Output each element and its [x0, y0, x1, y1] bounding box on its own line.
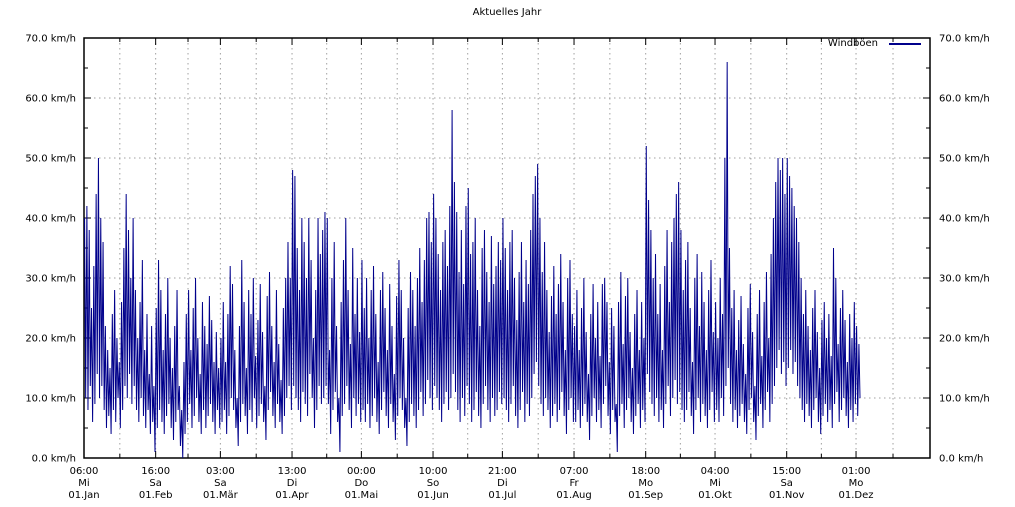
x-axis-tick-label-weekday: Do [354, 478, 368, 489]
legend-label: Windböen [827, 38, 878, 49]
x-axis-tick-label-time: 10:00 [419, 466, 448, 477]
plot-border [83, 37, 931, 459]
x-axis-tick-label-time: 21:00 [488, 466, 517, 477]
x-axis-tick-label-time: 04:00 [701, 466, 730, 477]
y-axis-tick-label-right: 20.0 km/h [939, 334, 990, 345]
x-axis-tick-label-time: 03:00 [206, 466, 235, 477]
x-axis-tick-label-time: 07:00 [560, 466, 589, 477]
chart-title: Aktuelles Jahr [472, 7, 542, 18]
y-axis-tick-label-left: 20.0 km/h [25, 334, 76, 345]
y-axis-tick-label-left: 40.0 km/h [25, 214, 76, 225]
y-axis-tick-label-left: 0.0 km/h [32, 454, 76, 465]
x-axis-tick-label-weekday: Di [287, 478, 297, 489]
x-axis-tick-label-date: 01.Aug [556, 490, 591, 501]
x-axis-tick-label-date: 01.Jun [417, 490, 449, 501]
y-axis-tick-label-left: 30.0 km/h [25, 274, 76, 285]
x-axis-tick-label-time: 00:00 [347, 466, 376, 477]
x-axis-tick-label-weekday: Mo [638, 478, 653, 489]
x-axis-tick-label-date: 01.Okt [698, 490, 732, 501]
x-axis-tick-label-date: 01.Mai [345, 490, 378, 501]
y-axis-tick-label-right: 0.0 km/h [939, 454, 983, 465]
y-axis-tick-label-right: 30.0 km/h [939, 274, 990, 285]
x-axis-tick-label-time: 18:00 [631, 466, 660, 477]
y-axis-tick-label-right: 60.0 km/h [939, 94, 990, 105]
x-axis-tick-label-date: 01.Apr [275, 490, 309, 501]
x-axis-tick-label-time: 13:00 [278, 466, 307, 477]
y-axis-tick-label-right: 10.0 km/h [939, 394, 990, 405]
y-axis-tick-label-left: 70.0 km/h [25, 34, 76, 45]
x-axis-tick-label-weekday: Fr [569, 478, 579, 489]
x-axis-tick-label-date: 01.Dez [839, 490, 874, 501]
legend-line-sample [889, 43, 921, 45]
x-axis-tick-label-date: 01.Feb [139, 490, 173, 501]
x-axis-tick-label-weekday: Sa [149, 478, 161, 489]
x-axis-tick-label-date: 01.Sep [628, 490, 663, 501]
x-axis-tick-label-weekday: Di [497, 478, 507, 489]
x-axis-tick-label-weekday: Mo [849, 478, 864, 489]
y-axis-tick-label-right: 50.0 km/h [939, 154, 990, 165]
x-axis-tick-label-weekday: Mi [709, 478, 720, 489]
x-axis-tick-label-date: 01.Jan [68, 490, 99, 501]
y-axis-tick-label-right: 40.0 km/h [939, 214, 990, 225]
y-axis-tick-label-left: 10.0 km/h [25, 394, 76, 405]
y-axis-tick-label-left: 60.0 km/h [25, 94, 76, 105]
x-axis-tick-label-weekday: Sa [780, 478, 792, 489]
y-axis-tick-label-left: 50.0 km/h [25, 154, 76, 165]
y-axis-tick-label-right: 70.0 km/h [939, 34, 990, 45]
x-axis-tick-label-time: 16:00 [141, 466, 170, 477]
x-axis-tick-label-date: 01.Jul [488, 490, 516, 501]
x-axis-tick-label-weekday: Mi [78, 478, 89, 489]
series-windboen-line [84, 61, 861, 459]
x-axis-tick-label-date: 01.Nov [769, 490, 805, 501]
x-axis-tick-label-time: 01:00 [842, 466, 871, 477]
x-axis-tick-label-date: 01.Mär [203, 490, 239, 501]
x-axis-tick-label-time: 15:00 [772, 466, 801, 477]
x-axis-tick-label-weekday: So [427, 478, 439, 489]
x-axis-tick-label-weekday: Sa [214, 478, 226, 489]
x-axis-tick-label-time: 06:00 [70, 466, 99, 477]
